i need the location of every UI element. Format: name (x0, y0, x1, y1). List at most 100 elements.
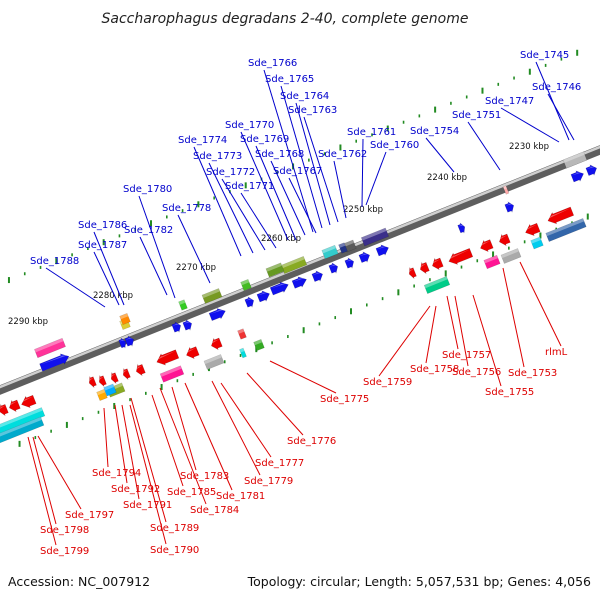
forward-cds-arrow[interactable] (39, 351, 71, 372)
reverse-cds-arrow[interactable] (134, 363, 146, 377)
forward-gene-label[interactable]: Sde_1747 (485, 96, 534, 107)
reverse-gene-label[interactable]: Sde_1794 (92, 468, 141, 479)
reverse-cds-arrow[interactable] (418, 261, 430, 275)
reverse-domain-box[interactable] (545, 218, 587, 242)
reverse-cds-arrow[interactable] (478, 238, 494, 254)
reverse-cds-arrow[interactable] (184, 345, 200, 361)
reverse-gene-label[interactable]: Sde_1776 (287, 436, 336, 447)
forward-gene-label[interactable]: Sde_1780 (123, 184, 172, 195)
reverse-gene-label[interactable]: Sde_1792 (111, 484, 160, 495)
reverse-gene-label[interactable]: Sde_1791 (123, 500, 172, 511)
reverse-cds-arrow[interactable] (109, 371, 119, 384)
reverse-cds-arrow[interactable] (155, 348, 180, 367)
forward-gene-label[interactable]: Sde_1786 (78, 220, 127, 231)
forward-gene-label[interactable]: Sde_1760 (370, 140, 419, 151)
reverse-gene-label[interactable]: Sde_1783 (180, 471, 229, 482)
reverse-domain-box[interactable] (103, 383, 117, 397)
forward-gene-label[interactable]: Sde_1764 (280, 91, 329, 102)
forward-gene-label[interactable]: Sde_1762 (318, 149, 367, 160)
forward-cds-arrow[interactable] (311, 269, 324, 283)
forward-domain-box[interactable] (201, 288, 223, 304)
forward-gene-label[interactable]: Sde_1765 (265, 74, 314, 85)
forward-domain-box[interactable] (34, 337, 66, 359)
forward-domain-box[interactable] (360, 227, 390, 247)
reverse-gene-label[interactable]: Sde_1759 (363, 377, 412, 388)
reverse-cds-arrow[interactable] (0, 403, 9, 417)
reverse-gene-label[interactable]: Sde_1784 (190, 505, 239, 516)
reverse-gene-label[interactable]: Sde_1753 (508, 368, 557, 379)
reverse-gene-label[interactable]: Sde_1779 (244, 476, 293, 487)
reverse-cds-arrow[interactable] (497, 233, 511, 248)
forward-cds-arrow[interactable] (244, 295, 256, 308)
forward-cds-arrow[interactable] (585, 163, 598, 177)
reverse-gene-label[interactable]: Sde_1789 (150, 523, 199, 534)
reverse-gene-label[interactable]: Sde_1757 (442, 350, 491, 361)
reverse-cds-arrow[interactable] (87, 375, 97, 388)
reverse-domain-box[interactable] (0, 416, 45, 444)
forward-gene-label[interactable]: Sde_1769 (240, 134, 289, 145)
forward-cds-arrow[interactable] (208, 306, 228, 322)
forward-domain-box[interactable] (343, 239, 357, 253)
forward-gene-label[interactable]: Sde_1763 (288, 105, 337, 116)
forward-gene-label[interactable]: Sde_1787 (78, 240, 127, 251)
forward-cds-arrow[interactable] (171, 320, 183, 333)
reverse-gene-label[interactable]: Sde_1781 (216, 491, 265, 502)
reverse-cds-arrow[interactable] (121, 367, 131, 380)
forward-gene-label[interactable]: Sde_1767 (273, 166, 322, 177)
reverse-gene-label[interactable]: Sde_1777 (255, 458, 304, 469)
reverse-domain-box[interactable] (203, 354, 225, 370)
forward-cds-arrow[interactable] (570, 169, 585, 184)
reverse-domain-box[interactable] (239, 347, 247, 359)
reverse-domain-box[interactable] (500, 248, 522, 264)
reverse-gene-label[interactable]: Sde_1756 (452, 367, 501, 378)
reverse-cds-arrow[interactable] (447, 247, 474, 267)
forward-cds-arrow[interactable] (358, 250, 371, 264)
reverse-gene-label[interactable]: Sde_1797 (65, 510, 114, 521)
forward-gene-label[interactable]: Sde_1778 (162, 203, 211, 214)
forward-domain-box[interactable] (562, 151, 588, 169)
reverse-cds-arrow[interactable] (546, 206, 575, 227)
reverse-gene-label[interactable]: rlmL (545, 347, 568, 358)
forward-gene-label[interactable]: Sde_1761 (347, 127, 396, 138)
forward-cds-arrow[interactable] (269, 280, 291, 297)
forward-domain-box[interactable] (265, 262, 285, 278)
reverse-gene-label[interactable]: Sde_1755 (485, 387, 534, 398)
forward-cds-arrow[interactable] (118, 337, 128, 349)
forward-cds-arrow[interactable] (344, 256, 356, 269)
reverse-gene-label[interactable]: Sde_1775 (320, 394, 369, 405)
forward-gene-label[interactable]: Sde_1751 (452, 110, 501, 121)
forward-gene-label[interactable]: Sde_1754 (410, 126, 459, 137)
forward-gene-label[interactable]: Sde_1770 (225, 120, 274, 131)
reverse-gene-label[interactable]: Sde_1790 (150, 545, 199, 556)
reverse-domain-box[interactable] (530, 236, 544, 250)
forward-gene-label[interactable]: Sde_1773 (193, 151, 242, 162)
forward-domain-box[interactable] (178, 299, 188, 311)
reverse-cds-arrow[interactable] (407, 266, 417, 279)
forward-domain-box[interactable] (502, 185, 510, 195)
reverse-domain-box[interactable] (423, 276, 451, 294)
forward-gene-label[interactable]: Sde_1772 (206, 167, 255, 178)
reverse-domain-box[interactable] (159, 365, 185, 383)
reverse-cds-arrow[interactable] (97, 374, 107, 387)
forward-cds-arrow[interactable] (375, 243, 390, 258)
reverse-cds-arrow[interactable] (7, 399, 21, 414)
reverse-domain-box[interactable] (96, 389, 108, 401)
forward-domain-box[interactable] (338, 242, 348, 254)
reverse-gene-label[interactable]: Sde_1799 (40, 546, 89, 557)
forward-cds-arrow[interactable] (182, 318, 194, 331)
reverse-domain-box[interactable] (237, 328, 247, 340)
forward-cds-arrow[interactable] (124, 334, 136, 347)
forward-domain-box[interactable] (240, 279, 252, 291)
reverse-domain-box[interactable] (253, 339, 265, 351)
forward-domain-box[interactable] (321, 244, 339, 260)
forward-cds-arrow[interactable] (291, 274, 308, 289)
forward-gene-label[interactable]: Sde_1771 (225, 181, 274, 192)
forward-cds-arrow[interactable] (504, 200, 516, 213)
reverse-cds-arrow[interactable] (209, 337, 223, 352)
reverse-gene-label[interactable]: Sde_1798 (40, 525, 89, 536)
forward-cds-arrow[interactable] (457, 222, 467, 234)
forward-gene-label[interactable]: Sde_1745 (520, 50, 569, 61)
forward-gene-label[interactable]: Sde_1768 (255, 149, 304, 160)
forward-gene-label[interactable]: Sde_1766 (248, 58, 297, 69)
reverse-cds-arrow[interactable] (523, 222, 541, 238)
